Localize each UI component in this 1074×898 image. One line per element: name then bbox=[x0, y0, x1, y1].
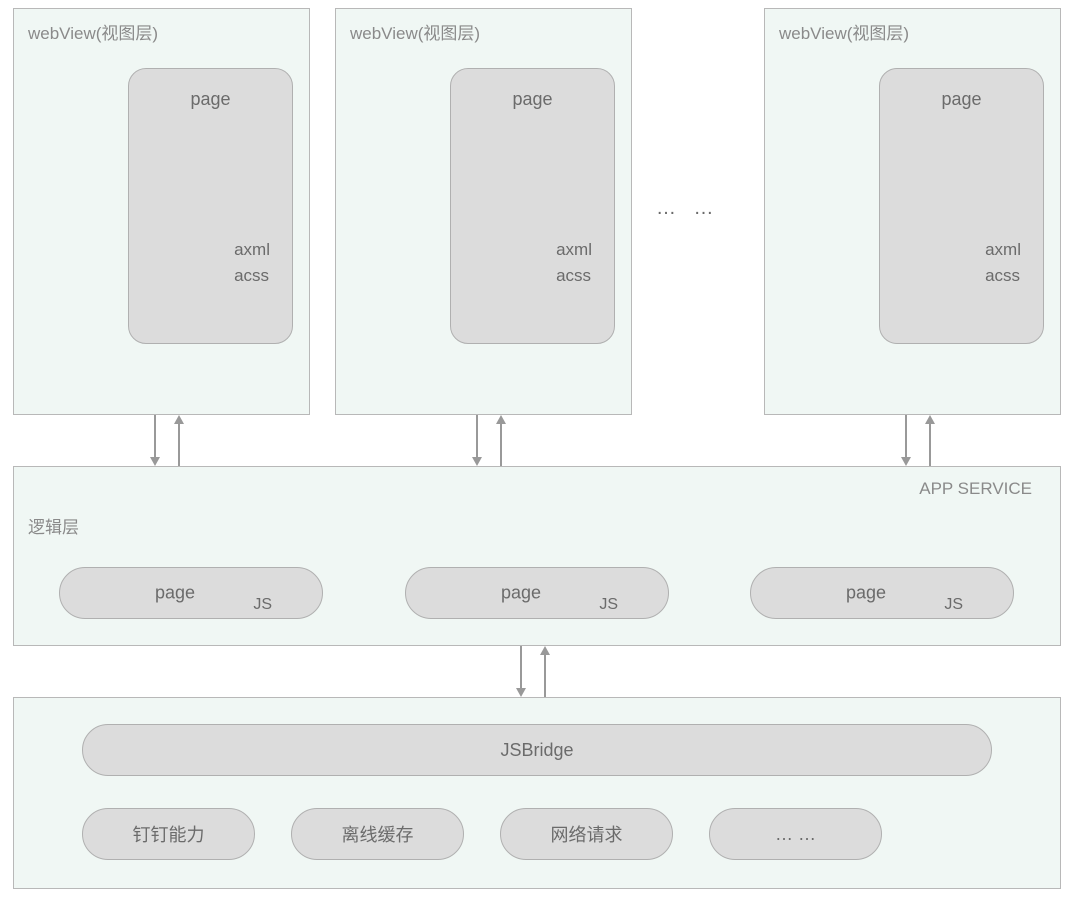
page-sub-axml: axml bbox=[234, 237, 270, 263]
page-inner-box: page axml acss bbox=[879, 68, 1044, 344]
page-sublabels: axml acss bbox=[234, 237, 270, 288]
capability-label: 网络请求 bbox=[551, 821, 623, 847]
page-sublabels: axml acss bbox=[556, 237, 592, 288]
page-pill-label: page bbox=[846, 583, 886, 604]
webview-label: webView(视图层) bbox=[350, 19, 480, 44]
page-pill-2: page JS bbox=[405, 567, 669, 619]
page-inner-box: page axml acss bbox=[128, 68, 293, 344]
logic-layer-label: 逻辑层 bbox=[28, 513, 79, 538]
page-sub-acss: acss bbox=[985, 263, 1021, 289]
capability-label: … … bbox=[775, 824, 816, 845]
webview-label: webView(视图层) bbox=[28, 19, 158, 44]
webview-box-2: webView(视图层) page axml acss bbox=[335, 8, 632, 415]
page-label: page bbox=[941, 89, 981, 110]
webview-label: webView(视图层) bbox=[779, 19, 909, 44]
page-pill-sub: JS bbox=[599, 596, 618, 614]
app-service-label: APP SERVICE bbox=[919, 479, 1032, 499]
jsbridge-label: JSBridge bbox=[500, 740, 573, 761]
page-sub-acss: acss bbox=[556, 263, 592, 289]
logic-layer-box: 逻辑层 APP SERVICE bbox=[13, 466, 1061, 646]
capability-pill-3: 网络请求 bbox=[500, 808, 673, 860]
page-pill-sub: JS bbox=[944, 596, 963, 614]
page-sub-axml: axml bbox=[556, 237, 592, 263]
page-sub-axml: axml bbox=[985, 237, 1021, 263]
jsbridge-pill: JSBridge bbox=[82, 724, 992, 776]
architecture-diagram: webView(视图层) page axml acss webView(视图层)… bbox=[0, 0, 1074, 898]
page-pill-1: page JS bbox=[59, 567, 323, 619]
webview-box-1: webView(视图层) page axml acss bbox=[13, 8, 310, 415]
capability-label: 钉钉能力 bbox=[133, 821, 205, 847]
page-sub-acss: acss bbox=[234, 263, 270, 289]
page-pill-sub: JS bbox=[253, 596, 272, 614]
webview-box-3: webView(视图层) page axml acss bbox=[764, 8, 1061, 415]
page-pill-3: page JS bbox=[750, 567, 1014, 619]
page-inner-box: page axml acss bbox=[450, 68, 615, 344]
page-label: page bbox=[190, 89, 230, 110]
page-pill-label: page bbox=[501, 583, 541, 604]
capability-label: 离线缓存 bbox=[342, 821, 414, 847]
page-label: page bbox=[512, 89, 552, 110]
capability-pill-2: 离线缓存 bbox=[291, 808, 464, 860]
page-pill-label: page bbox=[155, 583, 195, 604]
ellipsis-dots: … … bbox=[656, 197, 720, 220]
capability-pill-1: 钉钉能力 bbox=[82, 808, 255, 860]
capability-pill-4: … … bbox=[709, 808, 882, 860]
page-sublabels: axml acss bbox=[985, 237, 1021, 288]
